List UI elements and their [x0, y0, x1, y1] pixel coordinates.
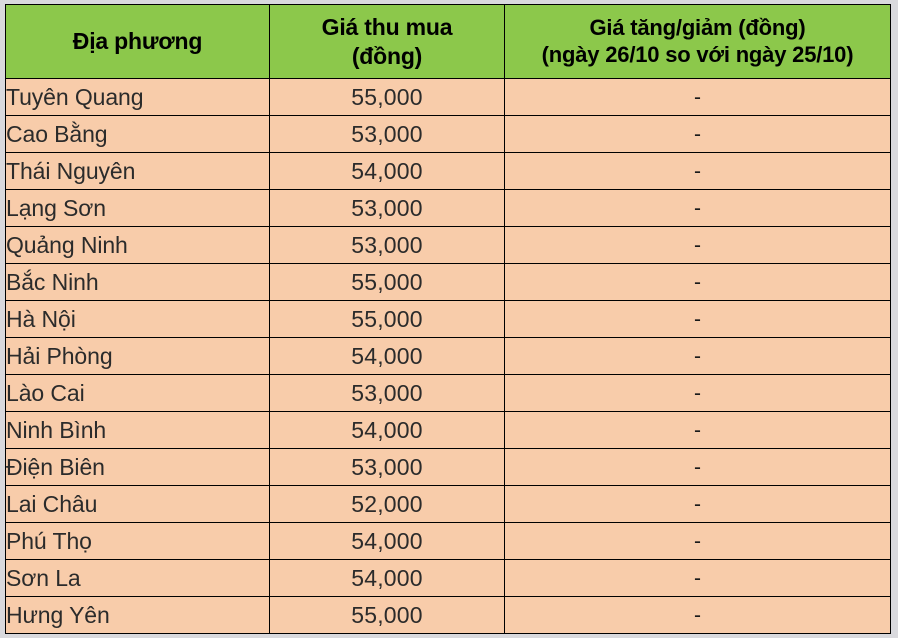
cell-price: 54,000	[269, 522, 505, 560]
cell-locality: Lào Cai	[5, 374, 270, 412]
table-row: Cao Bằng 53,000-	[5, 115, 891, 153]
cell-price: 54,000	[269, 337, 505, 375]
cell-price: 53,000	[269, 226, 505, 264]
table-row: Tuyên Quang 55,000-	[5, 78, 891, 116]
cell-price: 54,000	[269, 559, 505, 597]
table-row: Hà Nội 55,000-	[5, 300, 891, 338]
cell-locality: Lạng Sơn	[5, 189, 270, 227]
cell-change: -	[504, 559, 891, 597]
cell-change: -	[504, 596, 891, 634]
cell-locality: Thái Nguyên	[5, 152, 270, 190]
cell-price: 53,000	[269, 189, 505, 227]
cell-change: -	[504, 226, 891, 264]
column-header-change-line-2: (ngày 26/10 so với ngày 25/10)	[541, 41, 854, 67]
cell-change: -	[504, 263, 891, 301]
cell-locality: Phú Thọ	[5, 522, 270, 560]
table-row: Lạng Sơn 53,000-	[5, 189, 891, 227]
cell-locality: Hà Nội	[5, 300, 270, 338]
cell-price: 53,000	[269, 115, 505, 153]
table-row: Lai Châu 52,000-	[5, 485, 891, 523]
cell-change: -	[504, 300, 891, 338]
table-row: Ninh Bình 54,000-	[5, 411, 891, 449]
cell-locality: Điện Biên	[5, 448, 270, 486]
cell-locality: Bắc Ninh	[5, 263, 270, 301]
table-row: Bắc Ninh 55,000-	[5, 263, 891, 301]
column-header-change-line-1: Giá tăng/giảm (đồng)	[589, 14, 806, 40]
table-row: Hưng Yên 55,000-	[5, 596, 891, 634]
table-row: Quảng Ninh 53,000-	[5, 226, 891, 264]
cell-locality: Lai Châu	[5, 485, 270, 523]
cell-price: 54,000	[269, 411, 505, 449]
cell-change: -	[504, 448, 891, 486]
cell-price: 53,000	[269, 448, 505, 486]
price-table: Địa phương Giá thu mua (đồng) Giá tăng/g…	[5, 4, 891, 634]
cell-price: 55,000	[269, 78, 505, 116]
cell-change: -	[504, 411, 891, 449]
table-row: Hải Phòng 54,000-	[5, 337, 891, 375]
cell-change: -	[504, 374, 891, 412]
cell-price: 55,000	[269, 300, 505, 338]
cell-locality: Hải Phòng	[5, 337, 270, 375]
cell-price: 52,000	[269, 485, 505, 523]
cell-change: -	[504, 78, 891, 116]
column-header-locality-line-1: Địa phương	[72, 28, 203, 55]
table-row: Lào Cai 53,000-	[5, 374, 891, 412]
table-row: Điện Biên 53,000-	[5, 448, 891, 486]
cell-change: -	[504, 337, 891, 375]
cell-locality: Cao Bằng	[5, 115, 270, 153]
table-row: Thái Nguyên 54,000-	[5, 152, 891, 190]
cell-price: 54,000	[269, 152, 505, 190]
cell-change: -	[504, 115, 891, 153]
table-row: Phú Thọ 54,000-	[5, 522, 891, 560]
cell-price: 55,000	[269, 596, 505, 634]
cell-price: 55,000	[269, 263, 505, 301]
cell-locality: Hưng Yên	[5, 596, 270, 634]
cell-locality: Tuyên Quang	[5, 78, 270, 116]
header-row: Địa phương Giá thu mua (đồng) Giá tăng/g…	[5, 4, 891, 79]
cell-locality: Sơn La	[5, 559, 270, 597]
cell-change: -	[504, 189, 891, 227]
cell-locality: Ninh Bình	[5, 411, 270, 449]
cell-change: -	[504, 152, 891, 190]
column-header-price-line-1: Giá thu mua	[321, 14, 453, 41]
cell-locality: Quảng Ninh	[5, 226, 270, 264]
column-header-change[interactable]: Giá tăng/giảm (đồng) (ngày 26/10 so với …	[504, 4, 891, 79]
cell-change: -	[504, 522, 891, 560]
table-body: Tuyên Quang 55,000- Cao Bằng 53,000- Thái Ng…	[5, 78, 891, 634]
column-header-locality[interactable]: Địa phương	[5, 4, 270, 79]
table-header: Địa phương Giá thu mua (đồng) Giá tăng/g…	[5, 4, 891, 79]
column-header-price-line-2: (đồng)	[351, 42, 423, 69]
cell-change: -	[504, 485, 891, 523]
table-row: Sơn La 54,000-	[5, 559, 891, 597]
cell-price: 53,000	[269, 374, 505, 412]
column-header-price[interactable]: Giá thu mua (đồng)	[269, 4, 505, 79]
